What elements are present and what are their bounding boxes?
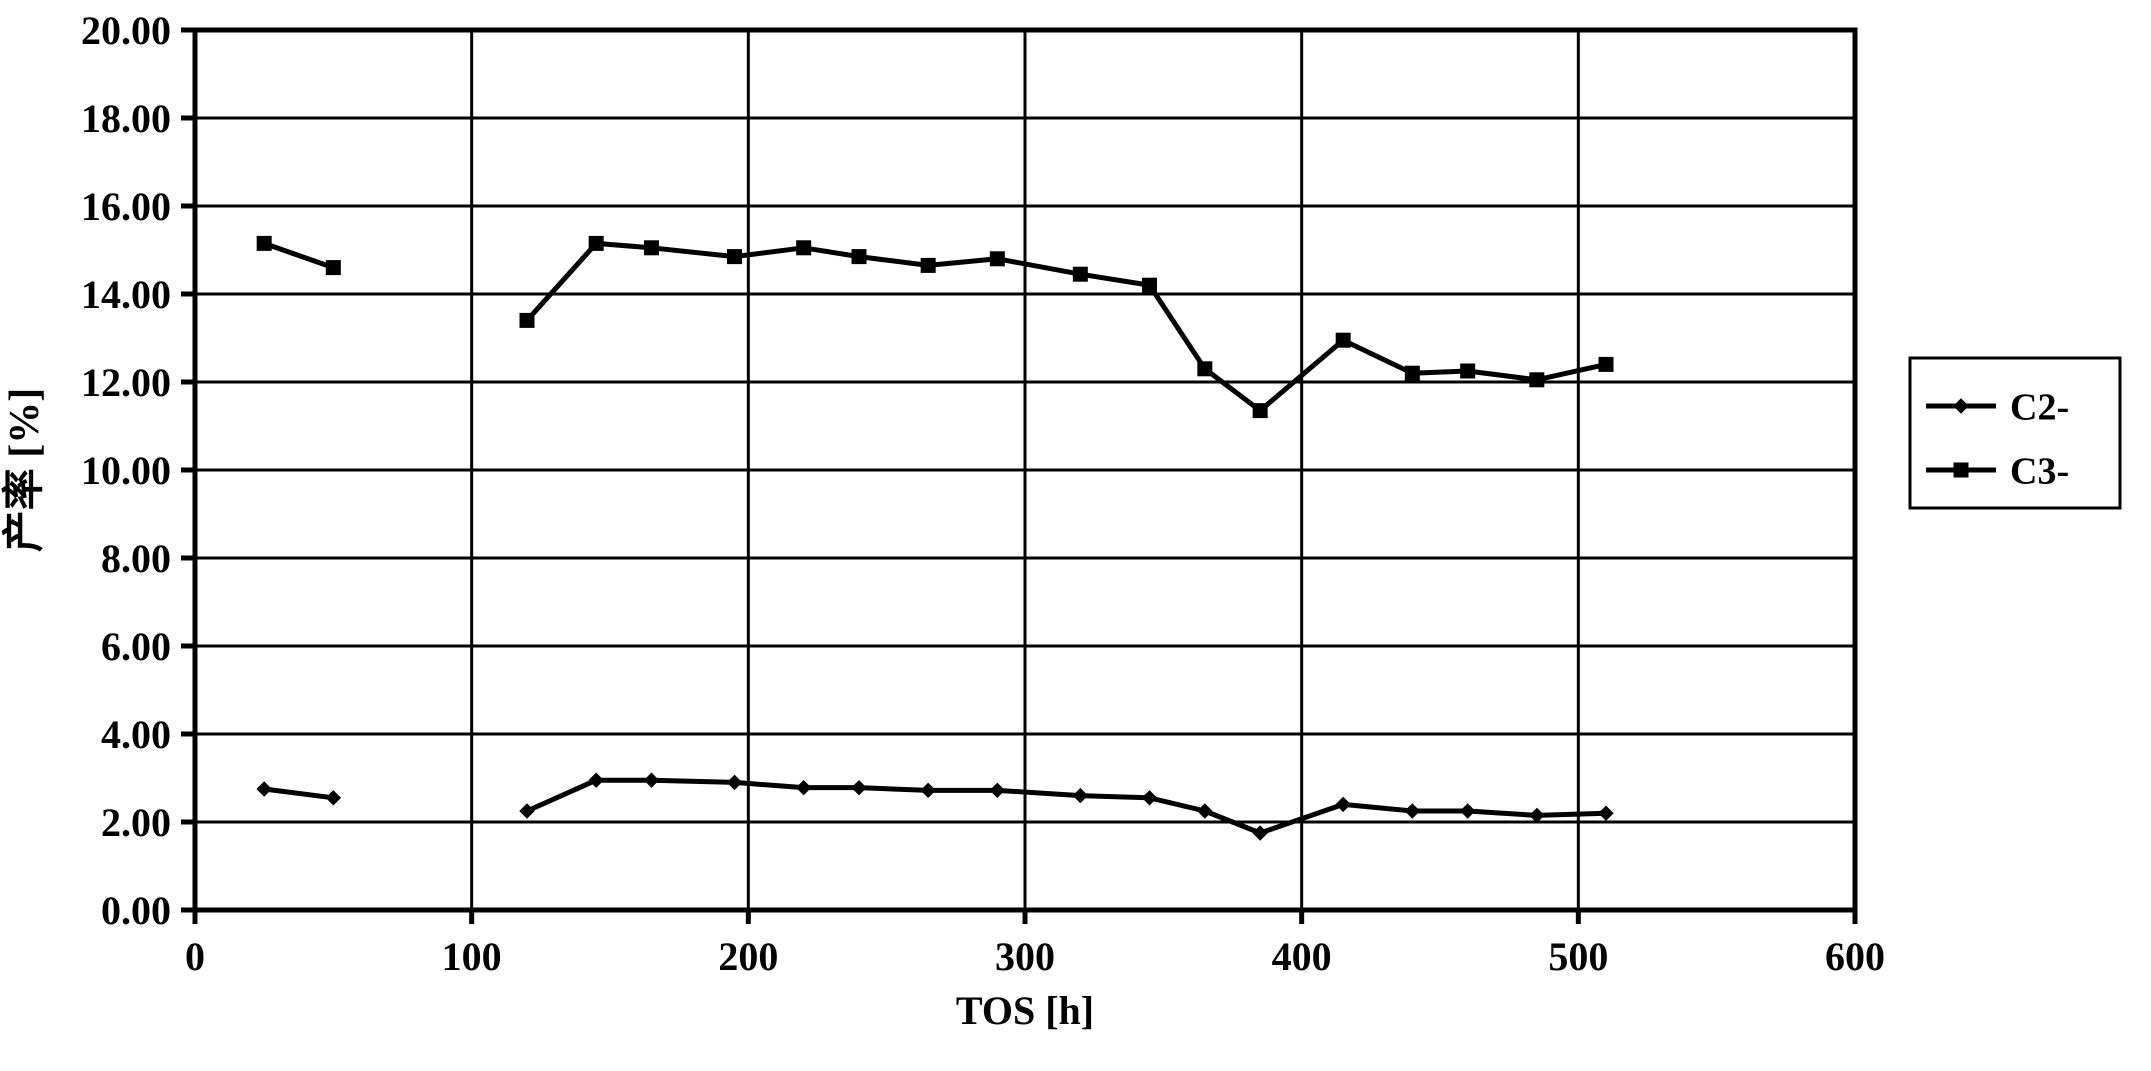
marker-square [1461, 364, 1475, 378]
marker-square [1599, 357, 1613, 371]
y-tick-label: 6.00 [101, 624, 171, 669]
marker-square [645, 241, 659, 255]
x-tick-label: 200 [718, 934, 778, 979]
marker-square [589, 236, 603, 250]
marker-square [520, 313, 534, 327]
marker-square [990, 252, 1004, 266]
marker-square [797, 241, 811, 255]
y-tick-label: 8.00 [101, 536, 171, 581]
x-tick-label: 600 [1825, 934, 1885, 979]
x-tick-label: 100 [442, 934, 502, 979]
marker-square [921, 258, 935, 272]
x-tick-label: 300 [995, 934, 1055, 979]
y-tick-label: 2.00 [101, 800, 171, 845]
marker-square [257, 236, 271, 250]
x-tick-label: 0 [185, 934, 205, 979]
marker-square [1143, 278, 1157, 292]
marker-square [1198, 362, 1212, 376]
y-tick-label: 18.00 [81, 96, 171, 141]
y-tick-label: 14.00 [81, 272, 171, 317]
y-tick-label: 16.00 [81, 184, 171, 229]
marker-square [1336, 333, 1350, 347]
y-tick-label: 4.00 [101, 712, 171, 757]
y-axis-title: 产率 [%] [1, 388, 48, 552]
x-tick-label: 400 [1272, 934, 1332, 979]
marker-square [852, 250, 866, 264]
marker-square [1073, 267, 1087, 281]
marker-square [1954, 463, 1968, 477]
marker-square [326, 261, 340, 275]
marker-square [1253, 404, 1267, 418]
marker-square [1530, 373, 1544, 387]
y-tick-label: 12.00 [81, 360, 171, 405]
legend-label: C3- [2010, 450, 2069, 492]
legend: C2- C3- [1910, 358, 2120, 508]
chart-container: 0 100 200 300 400 500 600 0.00 2.00 4.00 6.00 8.00 1… [0, 0, 2151, 1071]
yield-vs-tos-chart: 0 100 200 300 400 500 600 0.00 2.00 4.00 6.00 8.00 1… [0, 0, 2151, 1071]
marker-square [728, 250, 742, 264]
x-axis-title: TOS [h] [956, 988, 1094, 1033]
y-tick-label: 10.00 [81, 448, 171, 493]
legend-label: C2- [2010, 386, 2069, 428]
y-tick-label: 0.00 [101, 888, 171, 933]
x-tick-label: 500 [1548, 934, 1608, 979]
marker-square [1405, 366, 1419, 380]
y-tick-label: 20.00 [81, 8, 171, 53]
